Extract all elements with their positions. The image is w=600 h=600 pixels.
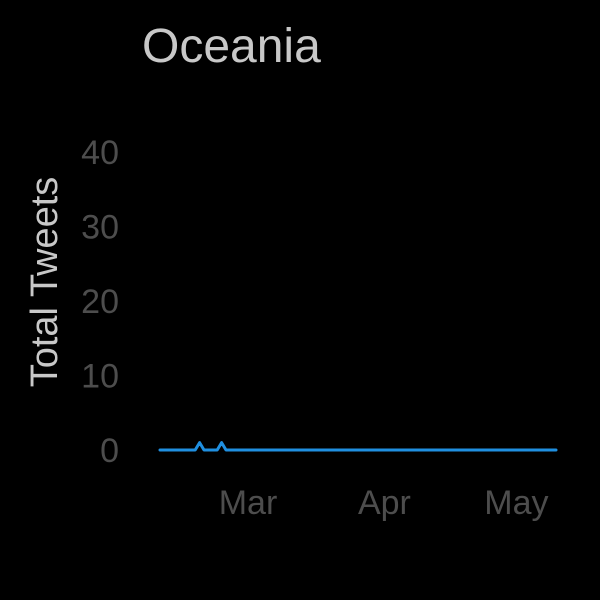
x-tick-labels: Mar Apr May (219, 484, 549, 522)
series-layer (158, 441, 558, 452)
y-tick-label: 0 (100, 432, 119, 470)
chart-title: Oceania (142, 20, 321, 73)
y-tick-label: 40 (81, 134, 119, 172)
y-tick-label: 20 (81, 283, 119, 321)
y-tick-label: 30 (81, 209, 119, 247)
x-tick-label: Apr (358, 484, 411, 522)
y-tick-label: 10 (81, 358, 119, 396)
y-axis-label: Total Tweets (24, 177, 66, 388)
x-tick-label: May (484, 484, 548, 522)
x-tick-label: Mar (219, 484, 278, 522)
y-tick-labels: 0 10 20 30 40 (81, 134, 119, 470)
series-line (158, 441, 558, 452)
